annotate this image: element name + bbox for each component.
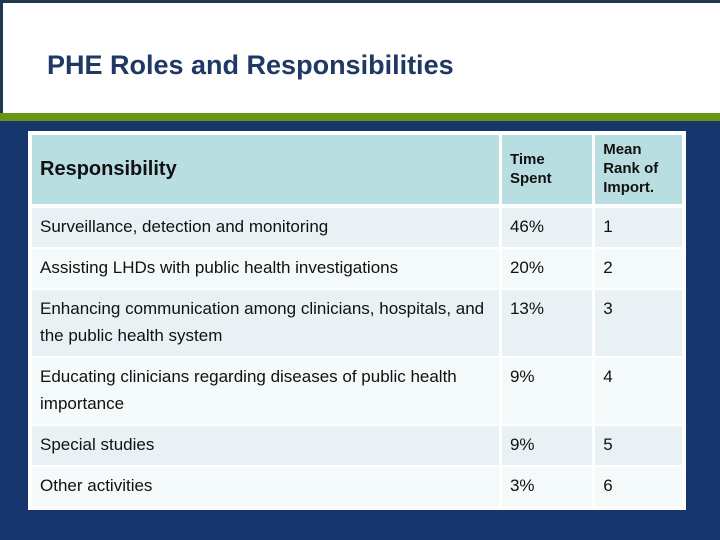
table-header-row: Responsibility Time Spent Mean Rank of I… [29,133,685,208]
cell-mean-rank: 3 [592,287,685,358]
table-row: Special studies 9% 5 [29,423,685,467]
cell-responsibility: Special studies [29,423,502,467]
green-accent-bar [0,113,720,121]
cell-mean-rank: 5 [592,423,685,467]
cell-time-spent: 9% [499,355,596,426]
cell-responsibility: Other activities [29,464,502,508]
cell-time-spent: 3% [499,464,596,508]
table-row: Enhancing communication among clinicians… [29,287,685,358]
table-row: Other activities 3% 6 [29,464,685,508]
table-row: Educating clinicians regarding diseases … [29,355,685,426]
column-header-mean-rank: Mean Rank of Import. [592,133,685,208]
cell-responsibility: Educating clinicians regarding diseases … [29,355,502,426]
cell-responsibility: Enhancing communication among clinicians… [29,287,502,358]
column-header-time-spent: Time Spent [499,133,596,208]
cell-time-spent: 46% [499,205,596,249]
table-row: Assisting LHDs with public health invest… [29,246,685,290]
cell-mean-rank: 4 [592,355,685,426]
table-row: Surveillance, detection and monitoring 4… [29,205,685,249]
responsibilities-table: Responsibility Time Spent Mean Rank of I… [28,131,686,510]
roles-table: Responsibility Time Spent Mean Rank of I… [29,133,685,508]
cell-responsibility: Surveillance, detection and monitoring [29,205,502,249]
cell-time-spent: 20% [499,246,596,290]
cell-time-spent: 9% [499,423,596,467]
column-header-responsibility: Responsibility [29,133,502,208]
page-title: PHE Roles and Responsibilities [47,50,454,80]
cell-mean-rank: 2 [592,246,685,290]
cell-mean-rank: 6 [592,464,685,508]
cell-mean-rank: 1 [592,205,685,249]
cell-time-spent: 13% [499,287,596,358]
title-band: PHE Roles and Responsibilities [0,0,720,113]
cell-responsibility: Assisting LHDs with public health invest… [29,246,502,290]
